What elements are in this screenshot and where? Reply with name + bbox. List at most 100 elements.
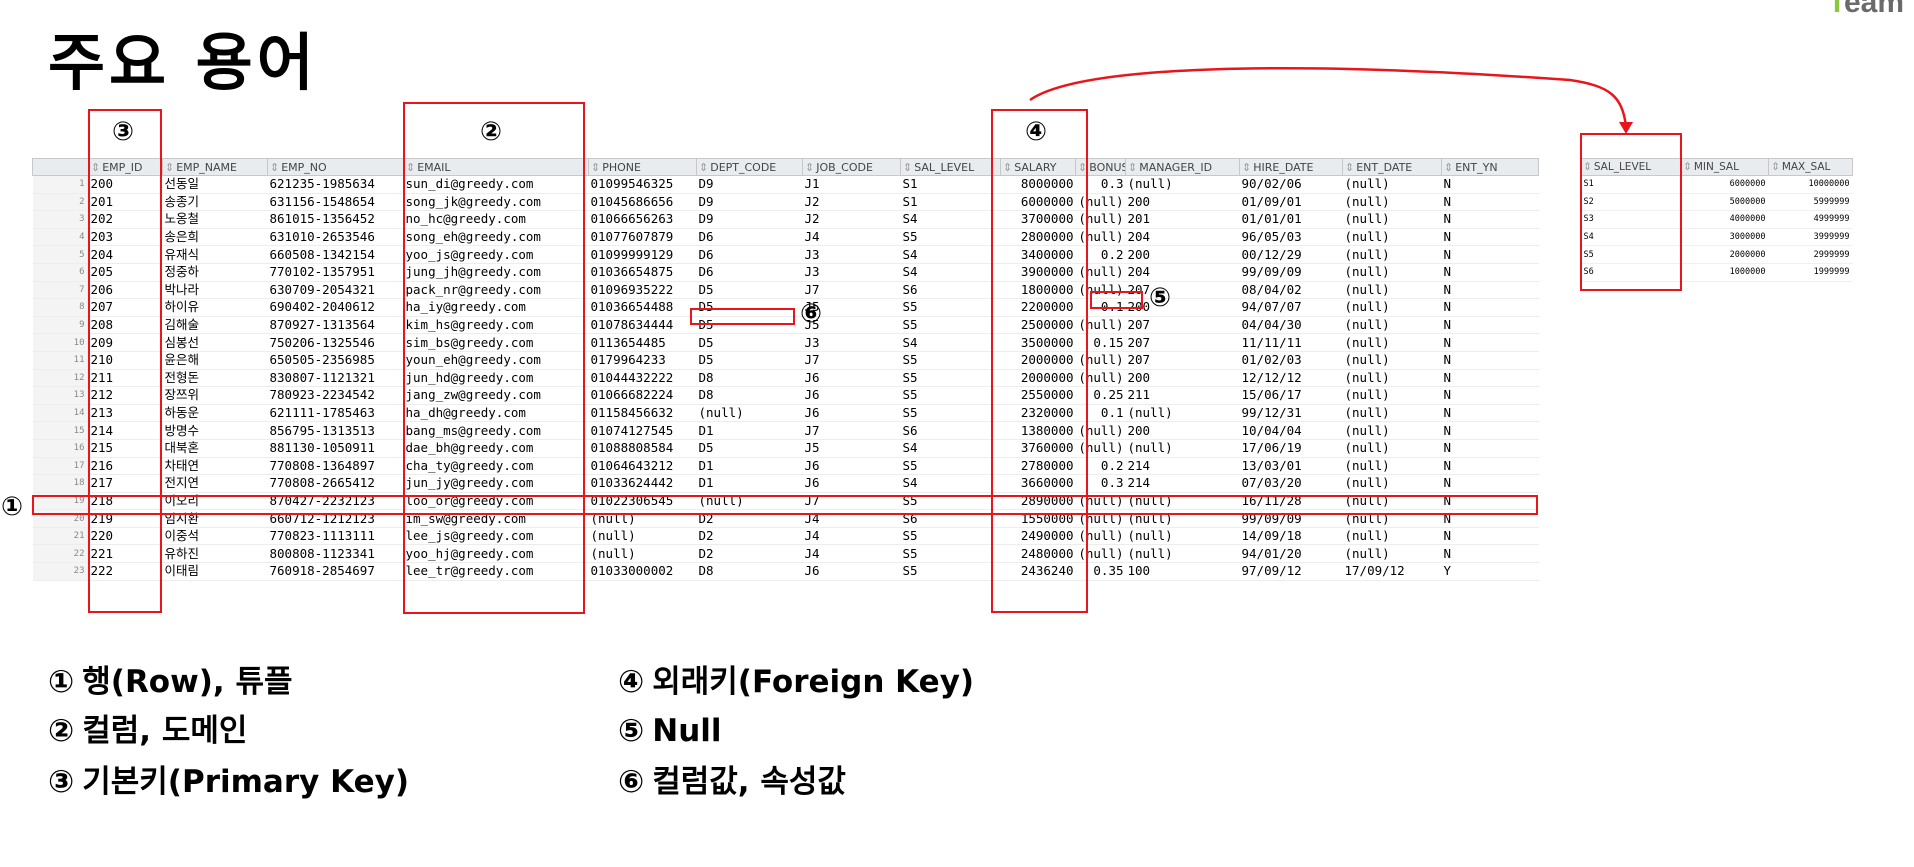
- table-row[interactable]: 10 209 심봉선 750206-1325546 sim_bs@greedy.com 0…: [32, 333, 1539, 352]
- table-cell[interactable]: S5: [900, 351, 1001, 370]
- table-row[interactable]: S5 2000000 2999999: [1580, 245, 1853, 264]
- table-cell[interactable]: 정중하: [162, 263, 268, 282]
- table-cell[interactable]: (null): [696, 404, 803, 423]
- table-cell[interactable]: 660508-1342154: [267, 245, 404, 264]
- table-cell[interactable]: N: [1441, 527, 1539, 546]
- column-header-dept-code[interactable]: ⇕ DEPT_CODE: [696, 158, 803, 176]
- table-cell[interactable]: D6: [696, 228, 803, 247]
- table-cell[interactable]: 0.2: [1075, 457, 1126, 476]
- table-cell[interactable]: lee_tr@greedy.com: [403, 562, 589, 581]
- table-cell[interactable]: 이중석: [162, 527, 268, 546]
- column-header-max-sal[interactable]: ⇕ MAX_SAL: [1768, 158, 1853, 176]
- table-cell[interactable]: yoo_js@greedy.com: [403, 245, 589, 264]
- row-number[interactable]: 21: [32, 527, 89, 546]
- table-cell[interactable]: 0.2: [1075, 245, 1126, 264]
- table-row[interactable]: 2 201 송종기 631156-1548654 song_jk@greedy.com 0…: [32, 193, 1539, 212]
- table-cell[interactable]: 노옹철: [162, 210, 268, 229]
- table-cell[interactable]: N: [1441, 369, 1539, 388]
- table-cell[interactable]: S5: [900, 228, 1001, 247]
- table-cell[interactable]: song_jk@greedy.com: [403, 193, 589, 212]
- table-cell[interactable]: 770808-2665412: [267, 474, 404, 493]
- table-cell[interactable]: 장쯔위: [162, 386, 268, 405]
- table-cell[interactable]: D5: [696, 351, 803, 370]
- table-cell[interactable]: (null): [1342, 263, 1442, 282]
- table-cell[interactable]: 0.15: [1075, 333, 1126, 352]
- table-cell[interactable]: D1: [696, 474, 803, 493]
- table-cell[interactable]: J6: [802, 457, 901, 476]
- sort-icon[interactable]: ⇕: [805, 160, 815, 174]
- table-cell[interactable]: N: [1441, 404, 1539, 423]
- sort-icon[interactable]: ⇕: [406, 160, 416, 174]
- table-cell[interactable]: D9: [696, 193, 803, 212]
- table-cell[interactable]: 4000000: [1680, 210, 1769, 229]
- table-cell[interactable]: jun_hd@greedy.com: [403, 369, 589, 388]
- table-cell[interactable]: J7: [802, 281, 901, 300]
- table-cell[interactable]: 심봉선: [162, 333, 268, 352]
- table-cell[interactable]: 830807-1121321: [267, 369, 404, 388]
- table-cell[interactable]: S3: [1580, 210, 1681, 229]
- table-cell[interactable]: J4: [802, 527, 901, 546]
- table-cell[interactable]: (null): [1125, 544, 1240, 564]
- table-cell[interactable]: youn_eh@greedy.com: [403, 351, 589, 370]
- table-cell[interactable]: 6000000: [1000, 193, 1076, 212]
- table-cell[interactable]: (null): [1342, 281, 1442, 300]
- table-cell[interactable]: (null): [588, 544, 697, 564]
- table-cell[interactable]: 12/12/12: [1239, 369, 1343, 388]
- table-row[interactable]: S4 3000000 3999999: [1580, 228, 1853, 247]
- table-cell[interactable]: 208: [88, 316, 163, 335]
- row-number[interactable]: 23: [32, 562, 89, 581]
- table-cell[interactable]: 3500000: [1000, 333, 1076, 352]
- table-cell[interactable]: 770823-1113111: [267, 527, 404, 546]
- table-cell[interactable]: 01099999129: [588, 245, 697, 264]
- table-cell[interactable]: (null): [1125, 439, 1240, 458]
- table-cell[interactable]: J3: [802, 263, 901, 282]
- table-cell[interactable]: 770808-1364897: [267, 457, 404, 476]
- table-cell[interactable]: 하이유: [162, 298, 268, 317]
- table-cell[interactable]: D9: [696, 210, 803, 229]
- column-header-emp-name[interactable]: ⇕ EMP_NAME: [162, 158, 268, 176]
- table-cell[interactable]: 207: [1125, 281, 1240, 300]
- table-cell[interactable]: 207: [1125, 316, 1240, 335]
- table-cell[interactable]: 213: [88, 404, 163, 423]
- table-cell[interactable]: D5: [696, 298, 803, 317]
- table-cell[interactable]: S4: [1580, 228, 1681, 247]
- table-cell[interactable]: 856795-1313513: [267, 421, 404, 440]
- table-row[interactable]: 1 200 선동일 621235-1985634 sun_di@greedy.com 01…: [32, 175, 1539, 194]
- table-cell[interactable]: 207: [88, 298, 163, 317]
- table-cell[interactable]: 203: [88, 228, 163, 247]
- table-cell[interactable]: S1: [900, 175, 1001, 194]
- table-cell[interactable]: N: [1441, 210, 1539, 229]
- table-cell[interactable]: D8: [696, 369, 803, 388]
- sort-icon[interactable]: ⇕: [699, 160, 709, 174]
- table-cell[interactable]: Y: [1441, 562, 1539, 581]
- table-row[interactable]: 7 206 박나라 630709-2054321 pack_nr@greedy.com 0…: [32, 281, 1539, 300]
- table-cell[interactable]: S4: [900, 210, 1001, 229]
- table-cell[interactable]: D9: [696, 175, 803, 194]
- table-cell[interactable]: S1: [900, 193, 1001, 212]
- table-cell[interactable]: (null): [1342, 439, 1442, 458]
- sort-icon[interactable]: ⇕: [1003, 160, 1013, 174]
- table-cell[interactable]: S5: [900, 544, 1001, 564]
- table-cell[interactable]: (null): [588, 527, 697, 546]
- table-row[interactable]: 5 204 유재식 660508-1342154 yoo_js@greedy.com 01…: [32, 245, 1539, 264]
- table-row[interactable]: 21 220 이중석 770823-1113111 lee_js@greedy.com(…: [32, 527, 1539, 546]
- table-row[interactable]: 8 207 하이유 690402-2040612 ha_iy@greedy.com 010…: [32, 298, 1539, 317]
- table-cell[interactable]: 204: [1125, 263, 1240, 282]
- table-cell[interactable]: S5: [1580, 245, 1681, 264]
- table-cell[interactable]: sun_di@greedy.com: [403, 175, 589, 194]
- row-number[interactable]: 13: [32, 386, 89, 405]
- table-cell[interactable]: 유재식: [162, 245, 268, 264]
- table-cell[interactable]: J7: [802, 351, 901, 370]
- table-cell[interactable]: 750206-1325546: [267, 333, 404, 352]
- table-cell[interactable]: J5: [802, 298, 901, 317]
- table-cell[interactable]: 박나라: [162, 281, 268, 300]
- table-cell[interactable]: J4: [802, 228, 901, 247]
- table-cell[interactable]: 01096935222: [588, 281, 697, 300]
- table-row[interactable]: 22 221 유하진 800808-1123341 yoo_hj@greedy.com(…: [32, 544, 1539, 564]
- table-cell[interactable]: 01077607879: [588, 228, 697, 247]
- table-cell[interactable]: D5: [696, 333, 803, 352]
- table-cell[interactable]: D2: [696, 544, 803, 564]
- table-cell[interactable]: 01088808584: [588, 439, 697, 458]
- table-cell[interactable]: (null): [1342, 457, 1442, 476]
- table-cell[interactable]: 01064643212: [588, 457, 697, 476]
